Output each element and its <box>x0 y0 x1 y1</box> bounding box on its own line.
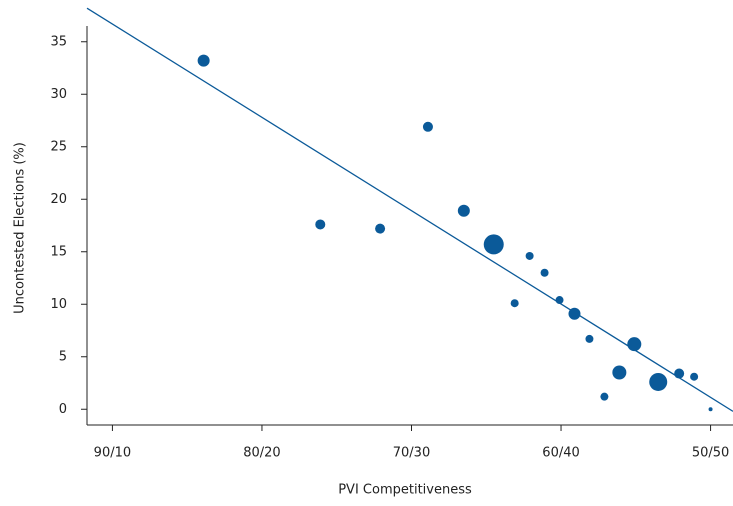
bubble <box>457 204 470 217</box>
bubble <box>568 307 581 320</box>
bubble <box>627 337 642 352</box>
bubble <box>197 54 210 67</box>
x-tick-label: 70/30 <box>393 446 430 461</box>
x-tick-label: 80/20 <box>243 446 280 461</box>
bubble <box>674 368 685 379</box>
bubble <box>422 121 433 132</box>
x-tick-label: 50/50 <box>692 446 729 461</box>
bubble <box>600 392 609 401</box>
y-axis-label: Uncontested Elections (%) <box>13 142 28 314</box>
y-tick-label: 30 <box>50 87 67 102</box>
bubble <box>555 296 564 305</box>
y-tick-label: 5 <box>59 349 67 364</box>
bubble <box>315 219 326 230</box>
y-tick-label: 25 <box>50 139 67 154</box>
x-tick-label: 60/40 <box>542 446 579 461</box>
bubble <box>708 407 713 412</box>
bubble <box>525 251 534 260</box>
y-tick-label: 15 <box>50 244 67 259</box>
bubble <box>612 365 627 380</box>
y-tick-label: 0 <box>59 402 67 417</box>
bubble <box>483 234 504 255</box>
bubble <box>375 223 386 234</box>
bubble <box>540 268 549 277</box>
x-tick-label: 90/10 <box>94 446 131 461</box>
bubble <box>649 372 668 391</box>
x-axis-label: PVI Competitiveness <box>338 483 472 498</box>
bubble <box>690 372 699 381</box>
bubble <box>510 299 519 308</box>
y-tick-label: 20 <box>50 192 67 207</box>
bubble <box>585 334 594 343</box>
y-tick-label: 35 <box>50 34 67 49</box>
trend-line <box>86 7 733 412</box>
y-tick-label: 10 <box>50 297 67 312</box>
